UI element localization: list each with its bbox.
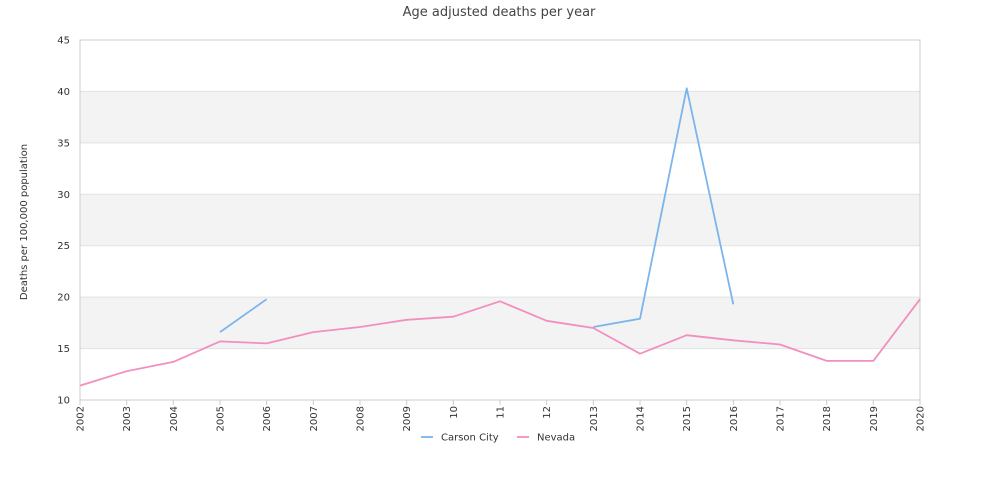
y-axis-label: Deaths per 100,000 population [19,144,30,300]
legend-label: Carson City [441,433,499,444]
x-tick-label: 11 [496,406,507,419]
y-tick-label: 30 [57,190,70,201]
x-tick-label: 2002 [76,406,87,431]
legend-item[interactable]: Carson City [421,433,499,444]
x-axis: 2002 2003 2004 2005 2006 2007 2008 2009 10 11 12 20… [76,400,927,431]
x-tick-label: 2013 [589,406,600,431]
gridlines [80,39,920,401]
plot-band [80,91,920,143]
series-layer [79,87,921,387]
x-tick-label: 2003 [122,406,133,431]
chart-title: Age adjusted deaths per year [403,5,596,20]
plot-band [80,297,920,349]
y-tick-label: 10 [57,396,70,407]
x-tick-label: 2006 [262,406,273,431]
series-line [79,298,921,387]
legend-label: Nevada [537,433,575,444]
x-tick-label: 10 [449,406,460,419]
x-tick-label: 2015 [682,406,693,431]
x-tick-label: 2008 [356,406,367,431]
y-tick-label: 35 [57,138,70,149]
series-carson-city [219,87,735,333]
x-tick-label: 2016 [729,406,740,431]
legend-item[interactable]: Nevada [517,433,575,444]
x-tick-label: 2014 [636,406,647,431]
y-tick-label: 25 [57,241,70,252]
series-nevada [79,298,921,387]
x-tick-label: 2017 [776,406,787,431]
y-tick-label: 40 [57,87,70,98]
x-tick-label: 2007 [309,406,320,431]
y-tick-label: 20 [57,293,70,304]
y-tick-label: 45 [57,36,70,47]
x-tick-label: 12 [542,406,553,419]
y-tick-label: 15 [57,344,70,355]
legend: Carson City Nevada [421,433,575,444]
series-line [219,298,268,333]
y-axis: 10 15 20 25 30 35 40 45 [57,36,70,407]
x-tick-label: 2018 [822,406,833,431]
x-tick-label: 2004 [169,406,180,431]
x-tick-label: 2009 [402,406,413,431]
series-line [593,87,735,328]
x-tick-label: 2019 [869,406,880,431]
x-tick-label: 2005 [216,406,227,431]
plot-band [80,194,920,246]
plot-bands [80,91,920,349]
x-tick-label: 2020 [916,406,927,431]
